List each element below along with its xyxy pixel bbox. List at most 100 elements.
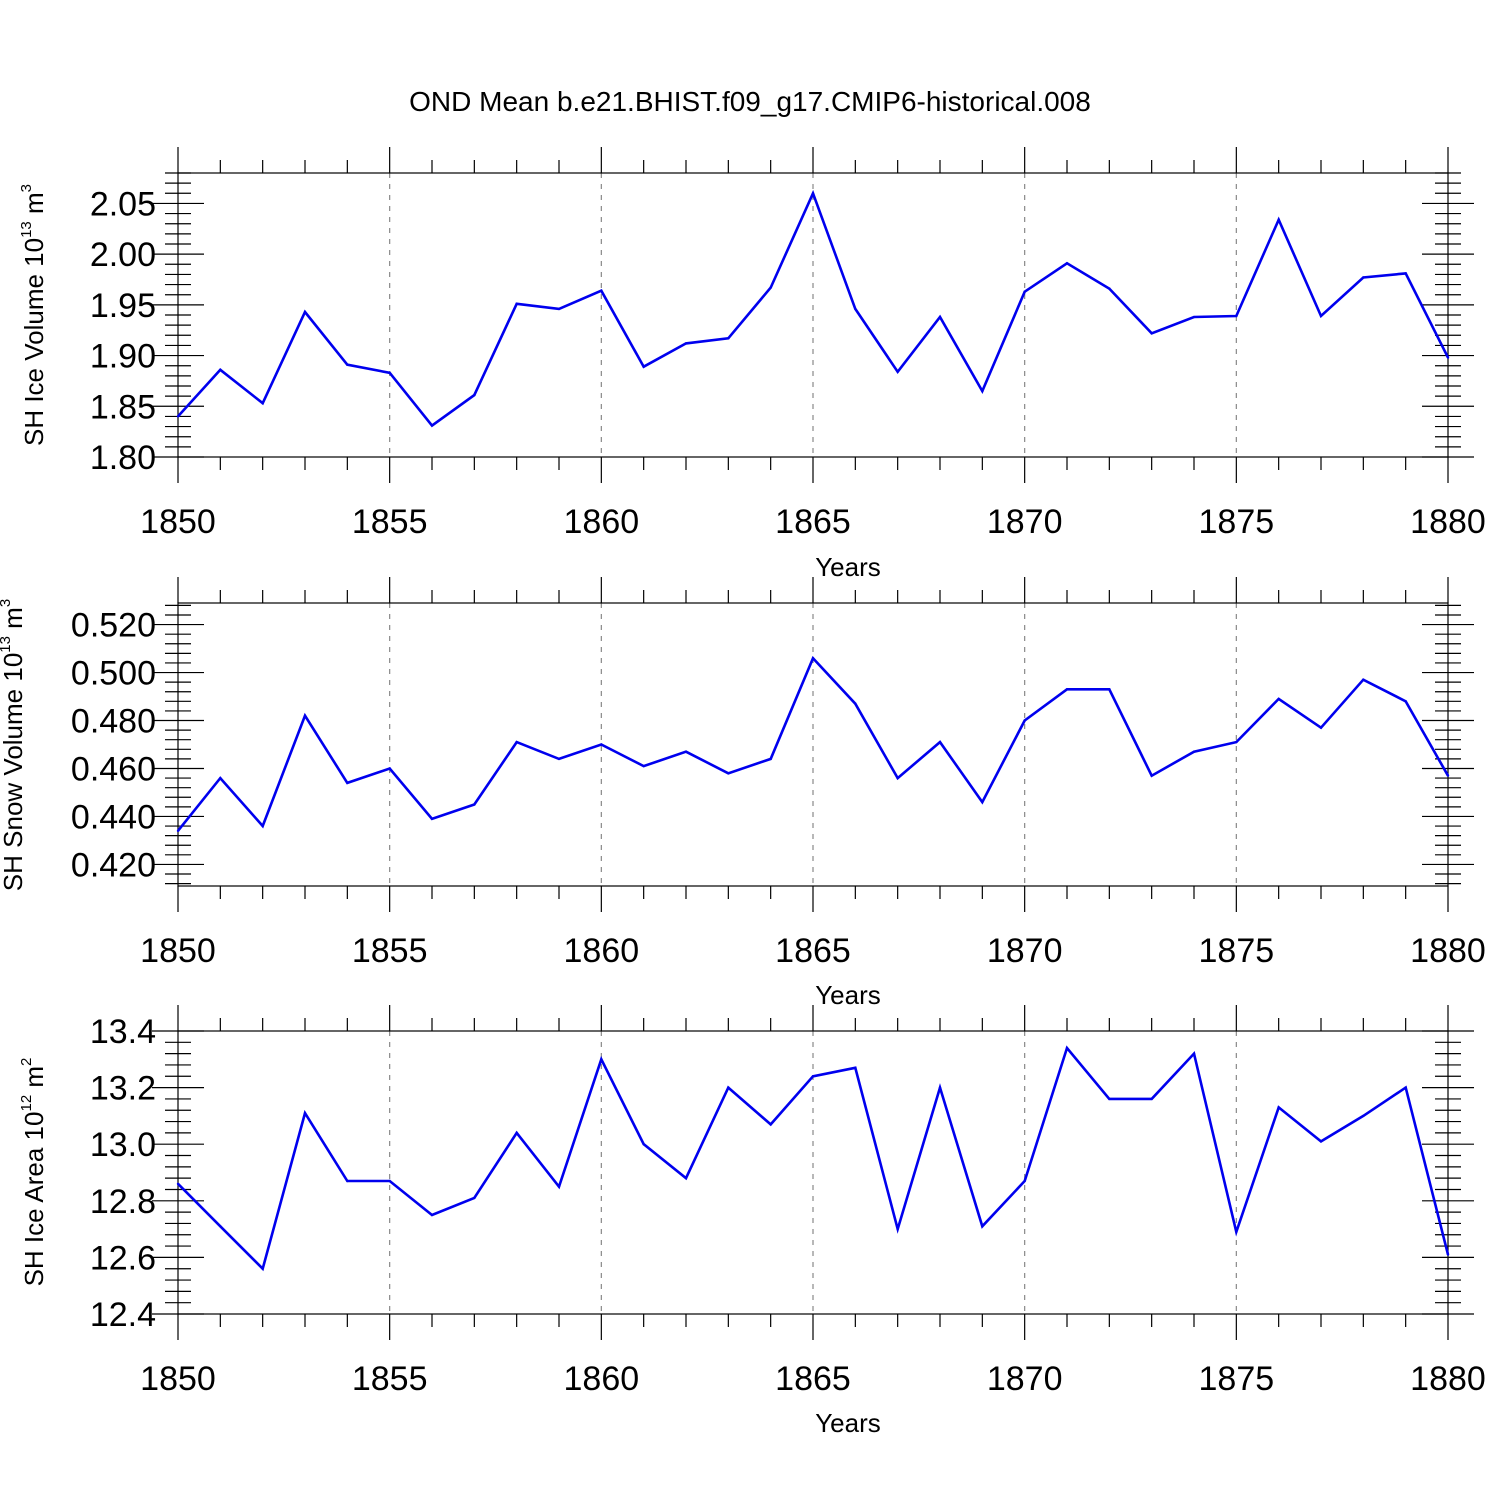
y-axis-label: SH Ice Volume 1013 m3	[18, 184, 49, 446]
x-tick-label: 1880	[1410, 932, 1486, 970]
data-point	[854, 702, 857, 705]
data-point	[727, 1086, 730, 1089]
y-tick-label: 0.520	[71, 607, 156, 645]
y-tick-label: 0.500	[71, 655, 156, 693]
data-point	[811, 656, 815, 660]
y-axis-label: SH Snow Volume 1013 m3	[0, 599, 28, 891]
data-point	[1023, 1179, 1026, 1183]
data-point	[303, 714, 307, 717]
data-point	[642, 365, 645, 368]
x-tick-label: 1855	[352, 503, 428, 541]
data-point	[769, 1123, 772, 1126]
x-tick-label: 1870	[987, 1360, 1063, 1398]
x-tick-label: 1865	[775, 932, 851, 970]
x-tick-label: 1870	[987, 932, 1063, 970]
x-axis-label: Years	[815, 552, 881, 582]
data-point	[430, 817, 434, 821]
data-point	[1277, 697, 1280, 701]
data-point	[473, 1196, 476, 1200]
y-tick-label: 13.0	[90, 1126, 156, 1164]
x-tick-label: 1860	[564, 1360, 640, 1398]
data-point	[1150, 1097, 1153, 1101]
x-tick-label: 1850	[140, 1360, 216, 1398]
data-point	[557, 757, 561, 761]
x-tick-label: 1865	[775, 1360, 851, 1398]
data-point	[1319, 726, 1323, 729]
data-point	[769, 286, 772, 289]
x-tick-label: 1875	[1199, 1360, 1275, 1398]
y-axis-label: SH Ice Area 1012 m2	[18, 1058, 49, 1287]
data-point	[811, 1075, 815, 1078]
data-point	[811, 192, 815, 195]
data-point	[1235, 1230, 1238, 1234]
data-point	[1362, 678, 1365, 681]
data-point	[219, 368, 222, 371]
data-point	[261, 1267, 264, 1270]
data-point	[684, 342, 688, 345]
plot-frame	[177, 602, 1449, 887]
y-tick-label: 0.440	[71, 798, 156, 836]
data-point	[176, 415, 180, 418]
data-point	[727, 772, 730, 775]
data-point	[219, 1225, 222, 1228]
x-tick-label: 1870	[987, 503, 1063, 541]
data-point	[1065, 262, 1069, 265]
data-point	[938, 315, 942, 319]
data-point	[1277, 1106, 1280, 1109]
data-point	[430, 1213, 434, 1217]
data-point	[219, 776, 222, 780]
data-point	[176, 829, 180, 833]
data-point	[346, 1179, 349, 1183]
data-point	[1277, 218, 1280, 221]
panel-3: 1850 1855 1860 1865 1870 1875 1880 12.4 12.6 12.8…	[18, 1005, 1486, 1438]
data-point	[176, 1182, 180, 1186]
data-point	[1065, 1046, 1069, 1050]
data-point	[938, 740, 942, 744]
x-tick-label: 1860	[564, 503, 640, 541]
data-point	[896, 370, 899, 373]
data-point	[1192, 315, 1196, 319]
data-point	[430, 424, 434, 427]
data-point	[1235, 314, 1238, 318]
data-point	[981, 389, 984, 393]
y-tick-label: 1.80	[90, 439, 156, 477]
x-tick-label: 1850	[140, 932, 216, 970]
y-tick-label: 2.05	[90, 185, 156, 223]
x-tick-label: 1855	[352, 932, 428, 970]
data-point	[1446, 774, 1450, 777]
x-tick-label: 1880	[1410, 1360, 1486, 1398]
data-point	[896, 1227, 899, 1231]
data-point	[854, 1066, 857, 1069]
data-point	[1404, 700, 1407, 703]
data-point	[1446, 356, 1450, 359]
data-point	[1404, 1086, 1407, 1089]
data-point	[769, 757, 772, 761]
y-tick-label: 0.480	[71, 703, 156, 741]
data-point	[1319, 1140, 1323, 1143]
data-point	[1023, 290, 1026, 293]
data-point	[515, 740, 518, 744]
y-tick-label: 2.00	[90, 236, 156, 274]
data-point	[981, 800, 984, 804]
y-tick-label: 13.4	[90, 1013, 156, 1051]
data-point	[303, 310, 307, 314]
y-tick-label: 12.4	[90, 1296, 156, 1334]
data-point	[473, 803, 476, 806]
data-point	[388, 767, 391, 770]
x-tick-label: 1875	[1199, 932, 1275, 970]
x-tick-label: 1880	[1410, 503, 1486, 541]
data-point	[557, 307, 561, 311]
data-point	[1192, 1052, 1196, 1055]
data-point	[600, 1058, 603, 1061]
data-point	[1362, 276, 1365, 279]
x-tick-label: 1865	[775, 503, 851, 541]
y-tick-label: 0.460	[71, 750, 156, 788]
data-point	[515, 302, 518, 306]
data-point	[1362, 1114, 1365, 1118]
x-tick-label: 1850	[140, 503, 216, 541]
data-point	[303, 1111, 307, 1115]
data-point	[1150, 774, 1153, 777]
y-tick-label: 0.420	[71, 846, 156, 884]
data-point	[346, 781, 349, 785]
